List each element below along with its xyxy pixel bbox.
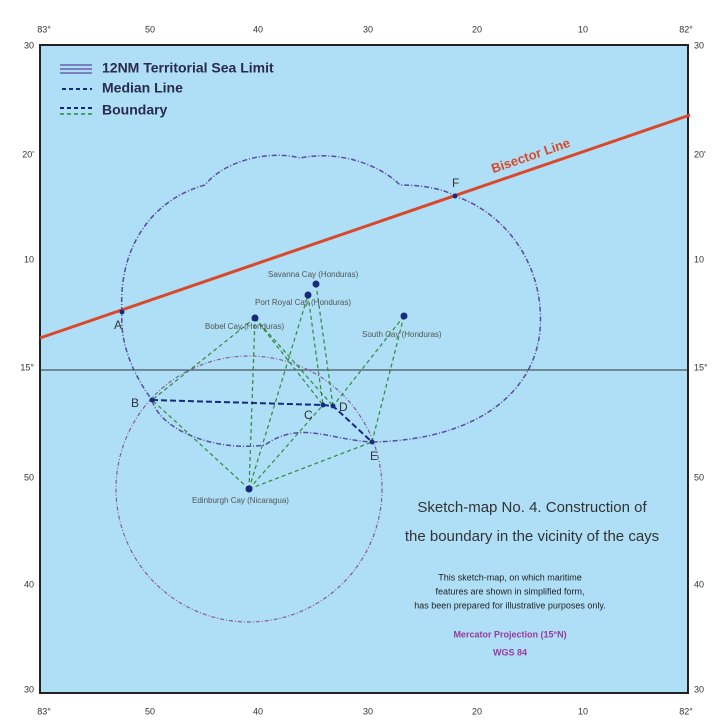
graticule-label: 10 (578, 24, 588, 34)
graticule-label: 30 (694, 40, 704, 50)
point-label: E (370, 449, 378, 463)
graticule-label: 83° (37, 706, 51, 716)
graticule-label: 30 (24, 40, 34, 50)
note: features are shown in simplified form, (435, 586, 584, 596)
graticule-label: 50 (145, 24, 155, 34)
graticule-label: 30 (24, 684, 34, 694)
cay-dots (119, 193, 458, 493)
graticule-label: 40 (694, 579, 704, 589)
point-label: A (114, 318, 122, 332)
bisector-line (39, 113, 691, 340)
graticule-label: 15° (694, 362, 708, 372)
cay-label: South Cay (Honduras) (362, 330, 442, 339)
legend-label: Boundary (102, 102, 168, 118)
point-label: B (131, 396, 139, 410)
map-title: the boundary in the vicinity of the cays (405, 528, 659, 545)
graticule-label: 20' (694, 149, 706, 159)
map-frame (39, 44, 689, 694)
cay-label: Savanna Cay (Honduras) (268, 270, 359, 279)
cay-label: Port Royal Cay (Honduras) (255, 298, 351, 307)
graticule-label: 30 (363, 706, 373, 716)
graticule-label: 50 (145, 706, 155, 716)
note: This sketch-map, on which maritime (438, 572, 582, 582)
legend-label: Median Line (102, 80, 183, 96)
territorial-sea-limit-edinburgh (115, 355, 383, 623)
graticule-label: 50 (694, 472, 704, 482)
cay-label: Bobel Cay (Honduras) (205, 322, 284, 331)
graticule-label: 50 (24, 472, 34, 482)
median-lines (151, 283, 405, 490)
graticule-label: 40 (253, 24, 263, 34)
boundary (151, 399, 373, 443)
projection: Mercator Projection (15°N) (453, 629, 566, 639)
point-label: C (304, 408, 313, 422)
graticule-label: 20' (22, 149, 34, 159)
projection: WGS 84 (493, 647, 527, 657)
map-title: Sketch-map No. 4. Construction of (417, 499, 647, 516)
legend: 12NM Territorial Sea Limit Median Line B… (60, 60, 274, 118)
graticule-label: 15° (20, 362, 34, 372)
graticule-label: 10 (694, 254, 704, 264)
graticule-label: 10 (24, 254, 34, 264)
graticule-label: 40 (24, 579, 34, 589)
frame-labels: 83° 50 40 30 20 10 82°83° 50 40 30 20 10 82°3020'101… (20, 24, 708, 716)
graticule-label: 82° (679, 24, 693, 34)
graticule-label: 10 (578, 706, 588, 716)
point-label: F (452, 176, 459, 190)
graticule-label: 30 (363, 24, 373, 34)
legend-label: 12NM Territorial Sea Limit (102, 60, 274, 76)
graticule-label: 20 (472, 24, 482, 34)
note: has been prepared for illustrative purpo… (414, 600, 605, 610)
territorial-sea-limit (120, 154, 542, 447)
graticule-label: 30 (694, 684, 704, 694)
point-label: D (339, 400, 348, 414)
cay-label: Edinburgh Cay (Nicaragua) (192, 496, 289, 505)
graticule-label: 20 (472, 706, 482, 716)
graticule-label: 83° (37, 24, 51, 34)
graticule-label: 82° (679, 706, 693, 716)
graticule-label: 40 (253, 706, 263, 716)
